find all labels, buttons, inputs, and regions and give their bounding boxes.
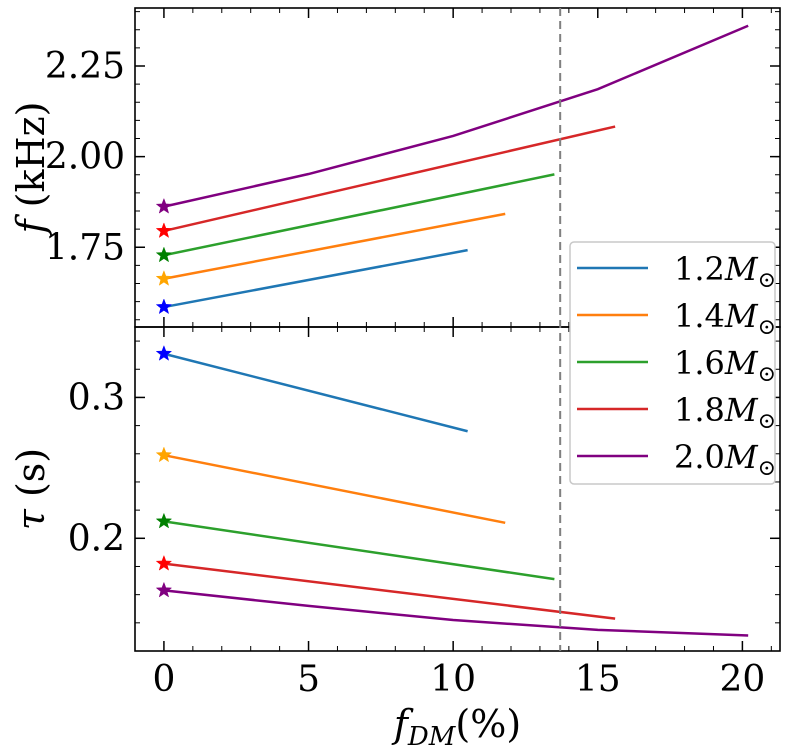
damping-start-star-2.0 <box>155 581 173 598</box>
frequency-start-star-1.4 <box>155 270 173 286</box>
frequency-start-star-2.0 <box>155 197 173 214</box>
x-tick-label: 0 <box>152 659 175 700</box>
legend-label-1.8: 1.8M⊙ <box>674 391 776 434</box>
legend-label-1.2: 1.2M⊙ <box>674 250 776 293</box>
frequency-panel: 1.75 2.00 2.25 f (kHz) <box>9 7 781 328</box>
legend-solar-subscript: ⊙ <box>758 362 776 387</box>
damping-axis-unit: (s) <box>9 448 53 509</box>
legend-mass-value: 1.8 <box>674 391 725 429</box>
legend-solar-subscript: ⊙ <box>758 409 776 434</box>
frequency-panel-ticks: 1.75 2.00 2.25 <box>45 8 780 327</box>
legend-mass-unit: M <box>724 391 759 429</box>
damping-tick-label: 0.3 <box>68 377 125 418</box>
frequency-tick-label: 2.25 <box>45 46 125 87</box>
damping-line-1.4 <box>163 453 506 525</box>
legend-mass-value: 1.2 <box>674 250 725 288</box>
x-tick-label: 5 <box>297 659 320 700</box>
frequency-line-1.6 <box>163 173 555 257</box>
frequency-axis-unit: (kHz) <box>9 102 53 220</box>
damping-line-2.0 <box>163 589 749 637</box>
x-tick-label: 15 <box>575 659 621 700</box>
legend-items: 1.2M⊙1.4M⊙1.6M⊙1.8M⊙2.0M⊙ <box>577 250 776 481</box>
damping-line-1.6 <box>163 520 555 581</box>
x-axis-ticks: 0 5 10 15 20 <box>152 659 765 700</box>
frequency-line-1.4 <box>163 212 506 281</box>
damping-line-1.2 <box>163 352 468 433</box>
x-axis-subscript: DM <box>407 722 457 752</box>
legend-label-1.6: 1.6M⊙ <box>674 344 776 387</box>
x-axis-label: fDM(%) <box>391 702 521 752</box>
damping-tick-label: 0.2 <box>68 518 125 559</box>
legend: 1.2M⊙1.4M⊙1.6M⊙1.8M⊙2.0M⊙ <box>569 241 776 485</box>
legend-solar-subscript: ⊙ <box>758 315 776 340</box>
damping-axis-symbol: τ <box>9 508 53 530</box>
legend-label-1.4: 1.4M⊙ <box>674 297 776 340</box>
frequency-line-1.2 <box>163 248 468 309</box>
frequency-start-star-1.2 <box>155 298 173 315</box>
frequency-series <box>155 24 749 315</box>
legend-mass-unit: M <box>724 344 759 382</box>
legend-solar-subscript: ⊙ <box>758 268 776 293</box>
legend-mass-value: 1.4 <box>674 297 725 335</box>
damping-series <box>155 345 749 637</box>
damping-axis-label: τ (s) <box>9 448 53 530</box>
frequency-line-1.8 <box>163 125 616 233</box>
damping-panel-frame <box>134 326 781 652</box>
legend-box <box>569 241 776 485</box>
x-tick-label: 20 <box>719 659 765 700</box>
legend-mass-value: 1.6 <box>674 344 725 382</box>
x-axis-unit: (%) <box>455 702 521 746</box>
damping-panel: 0.2 0.3 τ (s) <box>9 326 781 652</box>
legend-mass-unit: M <box>724 438 759 476</box>
damping-start-star-1.8 <box>155 554 173 571</box>
damping-panel-ticks: 0.2 0.3 <box>68 327 780 651</box>
frequency-axis-label: f (kHz) <box>9 102 53 237</box>
legend-mass-unit: M <box>724 250 759 288</box>
frequency-tick-label: 1.75 <box>45 227 125 268</box>
damping-start-star-1.4 <box>155 446 173 463</box>
frequency-start-star-1.6 <box>155 246 173 263</box>
legend-solar-subscript: ⊙ <box>758 456 776 481</box>
frequency-start-star-1.8 <box>155 222 173 238</box>
legend-label-2.0: 2.0M⊙ <box>674 438 776 481</box>
damping-start-star-1.6 <box>155 512 173 529</box>
damping-start-star-1.2 <box>155 345 173 361</box>
damping-line-1.8 <box>163 562 616 620</box>
frequency-tick-label: 2.00 <box>45 137 125 178</box>
frequency-line-2.0 <box>163 24 749 208</box>
x-tick-label: 10 <box>430 659 476 700</box>
legend-mass-unit: M <box>724 297 759 335</box>
legend-mass-value: 2.0 <box>674 438 725 476</box>
